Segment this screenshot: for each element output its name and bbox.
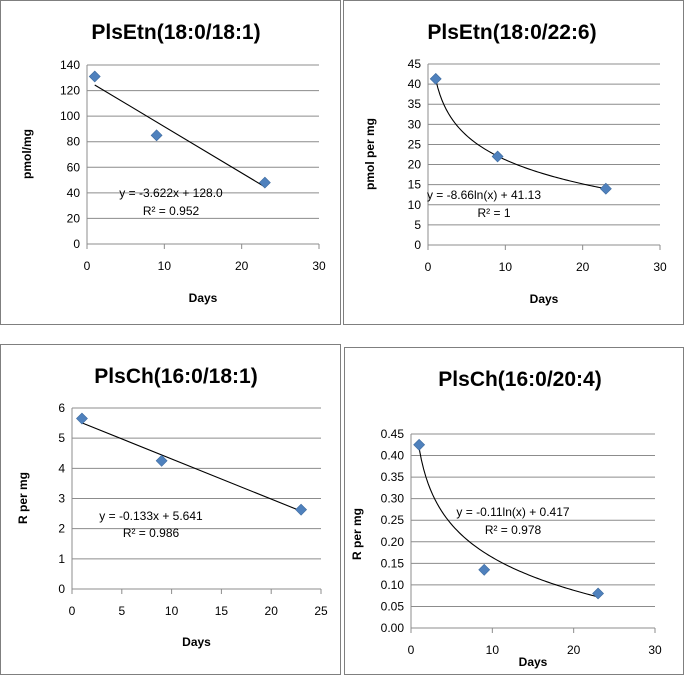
- y-tick-label: 25: [408, 137, 422, 151]
- chart-plsch-16-0-18-1: PlsCh(16:0/18:1) 0 1 2 3 4 5 6 0 5 10 15 20 25 Days R p…: [16, 365, 328, 649]
- y-tick-label: 0.15: [381, 556, 405, 570]
- trendline: [418, 448, 599, 598]
- y-tick-label: 0.35: [381, 470, 405, 484]
- x-tick-label: 0: [425, 260, 432, 274]
- data-point: [76, 412, 88, 425]
- y-tick-label: 2: [58, 522, 65, 536]
- r-squared-label: R² = 0.952: [143, 204, 200, 218]
- y-tick-label: 100: [60, 109, 80, 123]
- y-axis-title: R per mg: [16, 472, 30, 524]
- data-point: [295, 503, 308, 516]
- x-tick-label: 10: [158, 259, 172, 273]
- y-tick-label: 3: [58, 492, 65, 506]
- y-tick-label: 0: [73, 237, 80, 251]
- data-point: [150, 129, 163, 142]
- x-tick-label: 20: [567, 643, 581, 657]
- x-axis-title: Days: [519, 655, 548, 669]
- x-axis-title: Days: [189, 291, 218, 305]
- y-tick-label: 0: [414, 238, 421, 252]
- y-tick-label: 80: [67, 135, 81, 149]
- x-tick-label: 30: [648, 643, 662, 657]
- y-tick-label: 60: [67, 160, 81, 174]
- chart-panel-plsch-16-0-18-1: PlsCh(16:0/18:1) 0 1 2 3 4 5 6 0 5 10 15 20 25 Days R p…: [0, 344, 341, 675]
- y-tick-label: 40: [67, 186, 81, 200]
- trendline: [435, 79, 606, 190]
- trendline: [94, 84, 266, 188]
- y-tick-label: 0: [58, 582, 65, 596]
- y-tick-label: 1: [58, 552, 65, 566]
- y-axis-title: pmol/mg: [20, 129, 34, 179]
- chart-title: PlsCh(16:0/18:1): [94, 365, 257, 388]
- x-tick-label: 5: [118, 604, 125, 618]
- r-squared-label: R² = 1: [477, 206, 510, 220]
- y-tick-label: 0.45: [381, 427, 405, 441]
- y-tick-label: 4: [58, 461, 65, 475]
- data-point: [155, 454, 168, 467]
- x-tick-label: 15: [215, 604, 229, 618]
- r-squared-label: R² = 0.986: [123, 526, 180, 540]
- data-point: [478, 563, 491, 576]
- trendline: [81, 422, 302, 512]
- x-tick-label: 30: [653, 260, 667, 274]
- x-tick-label: 10: [499, 260, 513, 274]
- trendline-equation: y = -0.133x + 5.641: [99, 509, 203, 523]
- data-point: [88, 70, 101, 83]
- y-tick-label: 30: [408, 117, 422, 131]
- x-tick-label: 20: [265, 604, 279, 618]
- data-point: [429, 72, 442, 85]
- x-tick-label: 20: [235, 259, 249, 273]
- y-tick-label: 140: [60, 58, 80, 72]
- chart-title: PlsEtn(18:0/22:6): [427, 21, 596, 44]
- chart-panel-plsetn-18-0-18-1: PlsEtn(18:0/18:1) 0 20 40 60 80 100 120 140 0 10 20…: [0, 0, 341, 325]
- y-tick-label: 5: [414, 218, 421, 232]
- trendline-equation: y = -3.622x + 128.0: [119, 186, 223, 200]
- y-tick-label: 0.00: [381, 621, 405, 635]
- chart-title: PlsCh(16:0/20:4): [438, 368, 601, 391]
- y-tick-label: 0.40: [381, 449, 405, 463]
- x-tick-label: 25: [314, 604, 328, 618]
- data-point: [258, 176, 271, 189]
- chart-title: PlsEtn(18:0/18:1): [91, 21, 260, 44]
- x-tick-label: 0: [84, 259, 91, 273]
- y-tick-label: 0.30: [381, 492, 405, 506]
- y-tick-label: 20: [408, 158, 422, 172]
- y-tick-label: 10: [408, 198, 422, 212]
- y-tick-label: 20: [67, 211, 81, 225]
- data-point: [413, 438, 426, 451]
- y-tick-label: 0.25: [381, 513, 405, 527]
- y-tick-label: 0.05: [381, 599, 405, 613]
- trendline-equation: y = -0.11ln(x) + 0.417: [456, 505, 570, 519]
- trendline-equation: y = -8.66ln(x) + 41.13: [427, 188, 541, 202]
- x-tick-label: 0: [408, 643, 415, 657]
- y-tick-label: 6: [58, 401, 65, 415]
- y-tick-label: 45: [408, 57, 422, 71]
- data-point: [592, 587, 604, 600]
- y-tick-label: 35: [408, 97, 422, 111]
- x-axis-title: Days: [182, 635, 211, 649]
- x-tick-label: 10: [486, 643, 500, 657]
- x-tick-label: 20: [576, 260, 590, 274]
- x-axis-title: Days: [530, 292, 559, 306]
- chart-plsch-16-0-20-4: PlsCh(16:0/20:4) 0.00 0.05 0.10 0.15 0.20 0.25…: [350, 368, 662, 669]
- y-tick-label: 15: [408, 178, 422, 192]
- x-tick-label: 10: [165, 604, 179, 618]
- y-tick-label: 40: [408, 77, 422, 91]
- y-tick-label: 0.20: [381, 535, 405, 549]
- x-tick-label: 30: [312, 259, 326, 273]
- r-squared-label: R² = 0.978: [485, 523, 542, 537]
- y-axis-title: R per mg: [350, 508, 364, 560]
- chart-panel-plsetn-18-0-22-6: PlsEtn(18:0/22:6) 0 5 10 15 20 25 30 35 40 45 0 10 20…: [343, 0, 684, 325]
- x-tick-label: 0: [69, 604, 76, 618]
- chart-plsetn-18-0-22-6: PlsEtn(18:0/22:6) 0 5 10 15 20 25 30 35 40 45 0 10 20…: [363, 21, 667, 306]
- y-tick-label: 120: [60, 84, 80, 98]
- data-point: [599, 182, 612, 195]
- data-point: [491, 150, 504, 163]
- chart-plsetn-18-0-18-1: PlsEtn(18:0/18:1) 0 20 40 60 80 100 120 140 0 10 20…: [20, 21, 326, 305]
- y-tick-label: 5: [58, 431, 65, 445]
- y-axis-title: pmol per mg: [363, 118, 377, 190]
- y-tick-label: 0.10: [381, 578, 405, 592]
- chart-panel-plsch-16-0-20-4: PlsCh(16:0/20:4) 0.00 0.05 0.10 0.15 0.20 0.25…: [344, 347, 684, 675]
